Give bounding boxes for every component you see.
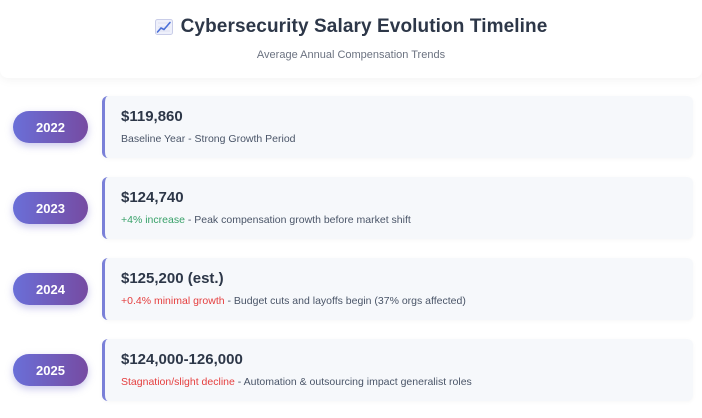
year-badge: 2022: [13, 111, 88, 143]
salary-description: +0.4% minimal growth - Budget cuts and l…: [121, 295, 466, 307]
title-row: Cybersecurity Salary Evolution Timeline: [0, 16, 702, 38]
year-badge: 2025: [13, 354, 88, 386]
chart-increasing-icon: [154, 19, 173, 35]
salary-card: $125,200 (est.) +0.4% minimal growth - B…: [102, 258, 693, 320]
timeline-row-2025: 2025 $124,000-126,000 Stagnation/slight …: [0, 339, 702, 403]
timeline-row-2024: 2024 $125,200 (est.) +0.4% minimal growt…: [0, 258, 702, 322]
description-text: - Automation & outsourcing impact genera…: [234, 376, 472, 388]
description-text: Baseline Year - Strong Growth Period: [121, 133, 296, 145]
page-subtitle: Average Annual Compensation Trends: [256, 49, 446, 61]
timeline-row-2023: 2023 $124,740 +4% increase - Peak compen…: [0, 177, 702, 241]
description-text: - Budget cuts and layoffs begin (37% org…: [224, 295, 466, 307]
salary-card: $119,860 Baseline Year - Strong Growth P…: [102, 96, 693, 158]
year-badge: 2023: [13, 192, 88, 224]
salary-amount: $119,860: [121, 108, 183, 125]
salary-card: $124,740 +4% increase - Peak compensatio…: [102, 177, 693, 239]
trend-highlight: Stagnation/slight decline: [121, 376, 235, 388]
salary-amount: $124,000-126,000: [121, 351, 243, 368]
description-text: - Peak compensation growth before market…: [184, 214, 411, 226]
trend-highlight: +0.4% minimal growth: [121, 295, 225, 307]
salary-amount: $125,200 (est.): [121, 270, 224, 287]
salary-card: $124,000-126,000 Stagnation/slight decli…: [102, 339, 693, 401]
page-header: Cybersecurity Salary Evolution Timeline …: [0, 0, 702, 78]
page-title: Cybersecurity Salary Evolution Timeline: [180, 16, 548, 37]
trend-highlight: +4% increase: [121, 214, 185, 226]
timeline-row-2022: 2022 $119,860 Baseline Year - Strong Gro…: [0, 96, 702, 160]
salary-amount: $124,740: [121, 189, 184, 206]
salary-description: +4% increase - Peak compensation growth …: [121, 214, 411, 226]
year-badge: 2024: [13, 273, 88, 305]
salary-description: Stagnation/slight decline - Automation &…: [121, 376, 472, 388]
salary-description: Baseline Year - Strong Growth Period: [121, 133, 296, 145]
